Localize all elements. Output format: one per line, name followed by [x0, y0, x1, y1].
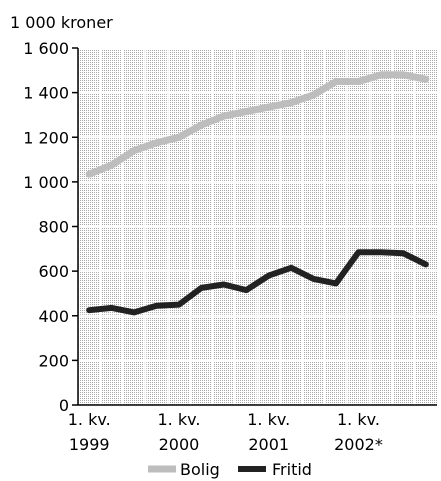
y-tick-label: 400 [38, 307, 69, 326]
x-tick-label-year: 1999 [69, 435, 110, 454]
series-line-fritid [86, 249, 429, 316]
legend-label-fritid: Fritid [272, 460, 312, 479]
unit-label: 1 000 kroner [10, 13, 113, 32]
y-tick-label: 1 200 [23, 128, 69, 147]
y-tick-label: 0 [59, 396, 69, 415]
x-tick-label-year: 2001 [248, 435, 289, 454]
series-line-bolig [85, 71, 430, 178]
x-tick-label-quarter: 1. kv. [158, 410, 201, 429]
y-axis-tick-labels: 0 200 400 600 800 1 000 1 200 1 400 1 600 [23, 39, 69, 415]
y-tick-label: 1 400 [23, 84, 69, 103]
y-tick-label: 600 [38, 262, 69, 281]
x-tick-label-quarter: 1. kv. [68, 410, 111, 429]
x-tick-label-year: 2000 [159, 435, 200, 454]
legend: Bolig Fritid [148, 460, 312, 479]
y-tick-label: 1 600 [23, 39, 69, 58]
legend-label-bolig: Bolig [180, 460, 220, 479]
y-tick-label: 800 [38, 218, 69, 237]
y-axis-ticks [72, 47, 78, 406]
x-tick-label-year: 2002* [334, 435, 383, 454]
y-tick-label: 200 [38, 351, 69, 370]
plot-area [72, 47, 437, 406]
series-lines [85, 71, 430, 316]
y-tick-label: 1 000 [23, 173, 69, 192]
x-axis-tick-labels: 1. kv. 1999 1. kv. 2000 1. kv. 2001 1. kv. 2002… [68, 410, 383, 454]
x-tick-label-quarter: 1. kv. [247, 410, 290, 429]
x-tick-label-quarter: 1. kv. [337, 410, 380, 429]
